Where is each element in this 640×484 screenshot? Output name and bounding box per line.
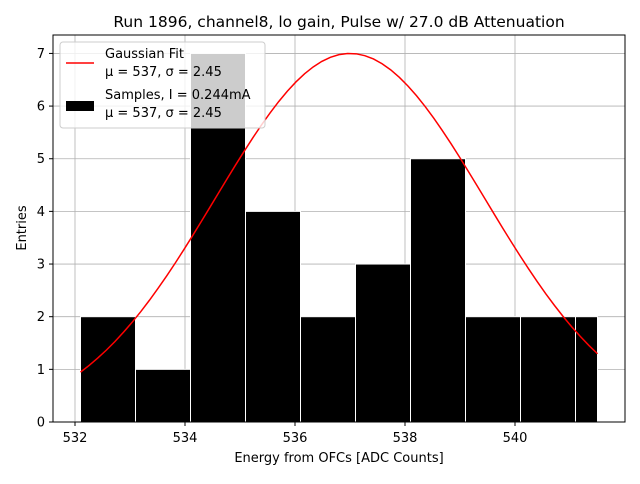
x-axis-ticks: 532 534 536 538 540 [63,422,528,446]
y-tick-label: 4 [37,205,45,220]
y-tick-label: 2 [37,310,45,325]
y-tick-label: 6 [37,100,45,115]
histogram-bar-9 [520,316,576,423]
gaussian-fit [80,52,599,373]
y-tick-label: 5 [37,152,45,167]
legend-samples-params: μ = 537, σ = 2.45 [105,106,222,121]
histogram-bar-7 [410,158,466,423]
y-tick-label: 3 [37,258,45,273]
y-axis-label: Entries [15,205,30,251]
histogram-bar-6 [355,263,411,423]
legend-samples-swatch [66,101,94,111]
x-tick-label: 532 [63,431,88,446]
x-tick-label: 534 [173,431,198,446]
plot-frame [52,34,626,423]
x-tick-label: 540 [503,431,528,446]
histogram-bar-10 [575,316,598,423]
histogram-bars [80,52,598,423]
x-tick-label: 536 [283,431,308,446]
fit-curve [80,52,599,373]
histogram-bar-8 [465,316,521,423]
y-tick-label: 7 [37,47,45,62]
y-axis-ticks: 0 1 2 3 4 5 6 7 [37,47,53,431]
y-tick-label: 1 [37,363,45,378]
y-tick-label: 0 [37,416,45,431]
x-tick-label: 538 [393,431,418,446]
histogram-bar-5 [300,316,356,423]
legend-fit-params: μ = 537, σ = 2.45 [105,65,222,80]
x-axis-label: Energy from OFCs [ADC Counts] [234,451,443,466]
legend-fit-label: Gaussian Fit [105,47,184,62]
histogram-bar-4 [245,210,301,423]
legend-box [59,41,266,129]
chart-title: Run 1896, channel8, lo gain, Pulse w/ 27… [113,13,564,31]
legend: Gaussian Fit μ = 537, σ = 2.45 Samples, … [59,41,266,129]
histogram-bar-2 [135,368,191,423]
histogram-bar-1 [80,316,136,423]
legend-samples-label: Samples, I = 0.244mA [105,88,251,103]
